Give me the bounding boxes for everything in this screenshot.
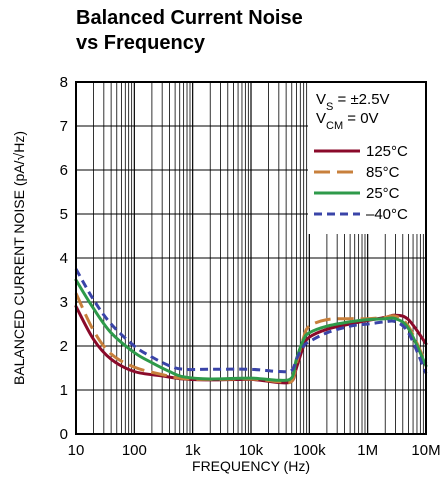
legend-label: 85°C — [366, 164, 400, 181]
legend-label: 25°C — [366, 185, 400, 202]
y-tick-label: 0 — [60, 426, 68, 443]
y-tick-label: 7 — [60, 118, 68, 135]
y-tick-label: 5 — [60, 206, 68, 223]
series-lines — [74, 268, 428, 385]
y-tick-label: 6 — [60, 162, 68, 179]
condition-label: VS = ±2.5V — [316, 91, 390, 113]
x-tick-label: 100k — [293, 442, 326, 459]
x-tick-label: 10M — [411, 442, 440, 459]
y-tick-label: 3 — [60, 294, 68, 311]
condition-label: VCM = 0V — [316, 110, 379, 132]
grid-lines — [76, 82, 426, 434]
y-axis-label: BALANCED CURRENT NOISE (pA/√Hz) — [11, 131, 27, 385]
series-line-3 — [74, 268, 428, 374]
x-tick-label: 10 — [68, 442, 85, 459]
chart-title-line-1: Balanced Current Noise — [76, 7, 303, 29]
x-tick-label: 1M — [357, 442, 378, 459]
y-tick-label: 2 — [60, 338, 68, 355]
plot-frame — [75, 81, 427, 435]
y-tick-label: 1 — [60, 382, 68, 399]
tick-labels: 10 100 1k 10k 100k 1M 10M 0 1 2 3 4 5 6 7 8 — [60, 74, 441, 459]
chart-title-line-2: vs Frequency — [76, 32, 205, 54]
y-tick-label: 4 — [60, 250, 68, 267]
legend-label: –40°C — [366, 206, 408, 223]
chart-title: Balanced Current Noise vs Frequency — [76, 6, 303, 56]
legend-box — [308, 82, 426, 234]
x-tick-label: 100 — [122, 442, 147, 459]
x-tick-label: 1k — [185, 442, 201, 459]
series-line-2 — [74, 278, 428, 382]
x-axis-label: FREQUENCY (Hz) — [192, 458, 310, 474]
x-tick-label: 10k — [239, 442, 264, 459]
legend-label: 125°C — [366, 143, 408, 160]
y-tick-label: 8 — [60, 74, 68, 91]
